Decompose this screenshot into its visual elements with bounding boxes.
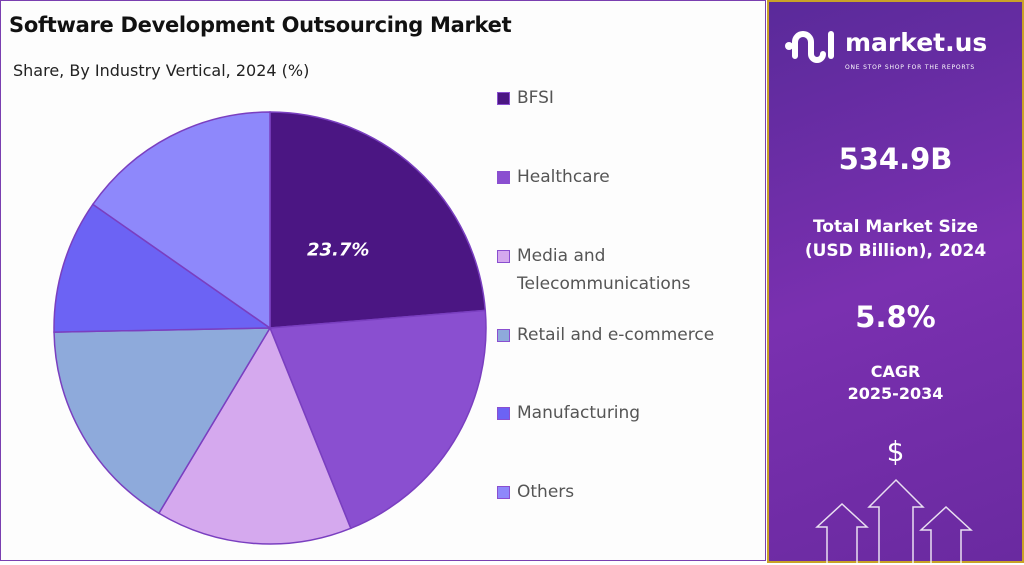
brand-tagline: ONE STOP SHOP FOR THE REPORTS [845, 64, 976, 71]
market-us-logo: market.us ONE STOP SHOP FOR THE REPORTS [783, 30, 1013, 80]
legend-label: Others [517, 482, 575, 502]
data-label: 23.7% [307, 240, 369, 261]
legend-item: Retail and e-commerce [497, 321, 767, 349]
logo-icon [785, 31, 834, 63]
cagr-label-2: 2025-2034 [847, 384, 944, 403]
legend-swatch [497, 407, 510, 420]
legend-label: BFSI [517, 88, 554, 108]
legend-item: Healthcare [497, 163, 767, 191]
market-size-label-1: Total Market Size [812, 217, 979, 237]
legend-item: BFSI [497, 84, 767, 112]
chart-panel: Software Development Outsourcing Market … [0, 0, 766, 561]
legend-label: Telecommunications [517, 274, 691, 294]
legend-swatch [497, 329, 510, 342]
cagr-value: 5.8% [855, 300, 936, 334]
cagr-label-1: CAGR [870, 362, 921, 381]
legend-label: Retail and e-commerce [517, 325, 715, 345]
pie-slice-healthcare [268, 309, 487, 530]
brand-name: market.us [845, 28, 988, 57]
legend-label: Healthcare [517, 167, 610, 187]
legend-swatch [497, 92, 510, 105]
chart-title: Software Development Outsourcing Market [9, 13, 512, 37]
market-size-label-2: (USD Billion), 2024 [804, 241, 987, 261]
legend-item: Media and Telecommunications [497, 242, 767, 298]
logo-row: market.us [783, 28, 988, 63]
legend-swatch [497, 250, 510, 263]
growth-arrows-icon [815, 478, 973, 565]
pie-chart: 23.7% [53, 111, 487, 545]
legend-label: Media and [517, 246, 606, 266]
legend-swatch [497, 171, 510, 184]
chart-subtitle: Share, By Industry Vertical, 2024 (%) [13, 61, 310, 80]
pie-slice-manufacturing [53, 203, 273, 333]
summary-panel: market.us ONE STOP SHOP FOR THE REPORTS … [767, 0, 1024, 565]
pie-slice-media-and-telecommunications [157, 326, 352, 545]
legend-swatch [497, 486, 510, 499]
pie-slice-bfsi [269, 111, 487, 329]
legend-item: Manufacturing [497, 399, 767, 427]
legend-label: Manufacturing [517, 403, 641, 423]
legend-item: Others [497, 478, 767, 506]
pie-slice-others [91, 111, 271, 330]
market-size-value: 534.9B [838, 142, 953, 176]
dollar-icon: $ [886, 435, 905, 468]
pie-slice-retail-and-e-commerce [53, 327, 272, 515]
